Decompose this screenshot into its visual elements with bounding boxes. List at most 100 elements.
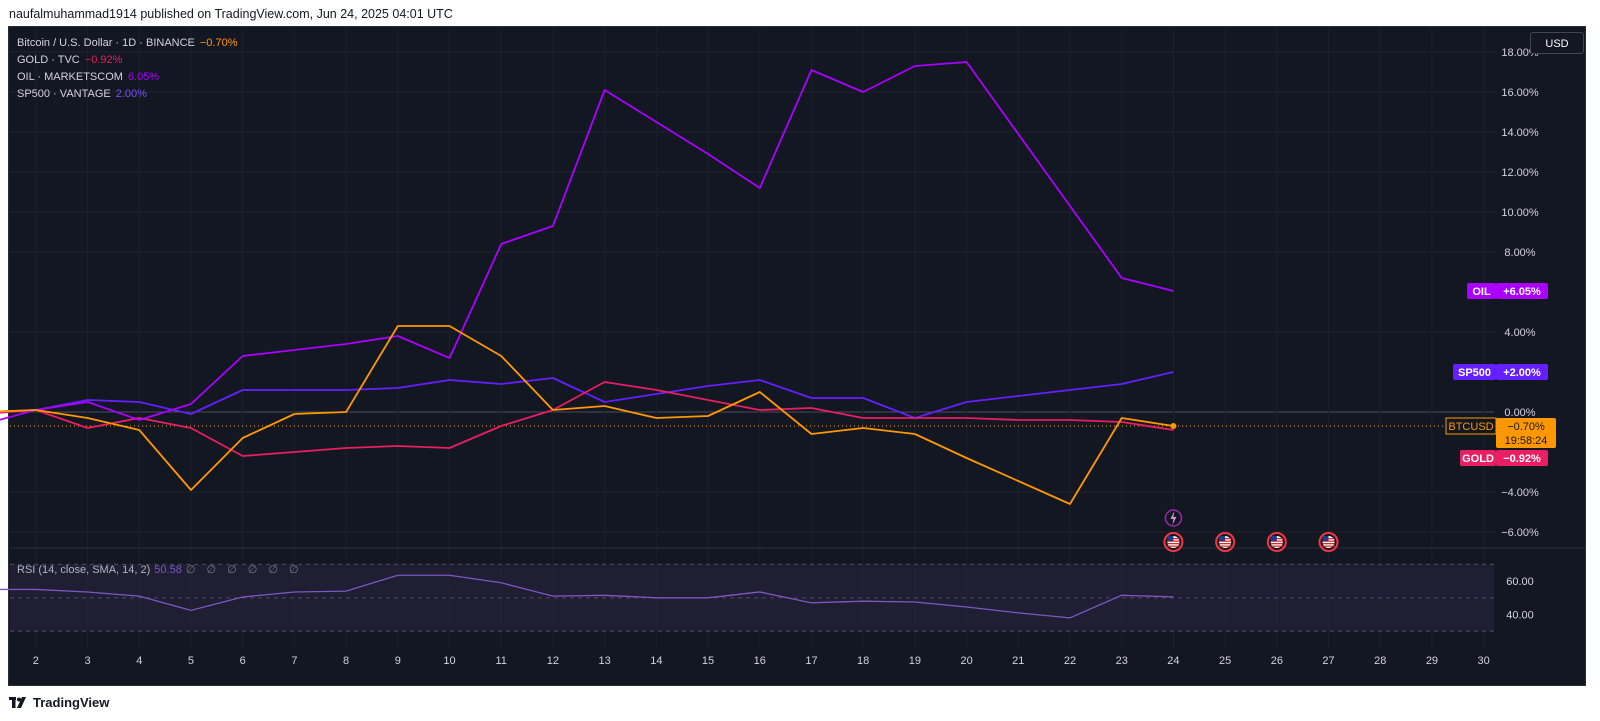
y-tick-label: 14.00% (1501, 127, 1539, 139)
rsi-band (10, 564, 1494, 632)
lightning-icon (1170, 511, 1177, 525)
x-tick-label: 21 (1012, 655, 1024, 667)
rsi-line (0, 574, 1174, 619)
x-tick-label: 22 (1064, 655, 1076, 667)
price-tag-value-box (1496, 283, 1548, 299)
tradingview-logo-text: TradingView (33, 695, 110, 710)
legend-oil[interactable]: OIL · MARKETSCOM 6.05% (17, 69, 238, 86)
y-tick-label: 10.00% (1501, 207, 1539, 219)
x-tick-label: 23 (1116, 655, 1128, 667)
x-tick-label: 9 (395, 655, 401, 667)
flag-stripe (1270, 545, 1283, 547)
flag-canton (1322, 536, 1329, 541)
rsi-legend[interactable]: RSI (14, close, SMA, 14, 2) 50.58 ∅ ∅ ∅ ∅ … (17, 563, 303, 576)
x-tick-label: 18 (857, 655, 869, 667)
x-tick-label: 20 (960, 655, 972, 667)
price-tags: OIL +6.05% SP500 +2.00% BTCUSD −0.70% 19:58:24… (1445, 283, 1556, 466)
event-icons (1163, 509, 1339, 552)
y-tick-label: 12.00% (1501, 167, 1539, 179)
legend-oil-label: OIL · MARKETSCOM (17, 71, 123, 83)
price-tag-oil: OIL +6.05% (1467, 283, 1548, 299)
x-tick-label: 24 (1167, 655, 1179, 667)
axis-labels: 18.00% 16.00% 14.00% 12.00% 10.00% 8.00% 4.00%… (33, 47, 1539, 667)
us-flag-event-icon (1215, 532, 1236, 552)
tradingview-logo[interactable]: TradingView (9, 695, 109, 710)
x-tick-label: 8 (343, 655, 349, 667)
published-info: naufalmuhammad1914 published on TradingV… (9, 7, 453, 21)
currency-button[interactable]: USD (1530, 32, 1584, 54)
price-tag-name: OIL (1472, 286, 1491, 298)
rsi-y-tick-label: 60.00 (1506, 576, 1534, 588)
flag-stripe (1270, 540, 1283, 542)
legend-gold[interactable]: GOLD · TVC −0.92% (17, 52, 238, 69)
price-tag-countdown: 19:58:24 (1505, 435, 1548, 447)
rsi-pane (0, 563, 1494, 632)
price-tag-value-box (1496, 364, 1548, 380)
legend-btc[interactable]: Bitcoin / U.S. Dollar · 1D · BINANCE −0.7… (17, 35, 238, 52)
price-tag-gold: GOLD −0.92% (1460, 450, 1548, 466)
y-tick-label: 8.00% (1504, 247, 1535, 259)
legend-sp500-change: 2.00% (115, 88, 147, 100)
series-line-gold (0, 381, 1174, 457)
series-line-oil (0, 61, 1174, 421)
legend-btc-label: Bitcoin / U.S. Dollar · 1D · BINANCE (17, 37, 195, 49)
flag-canton (1270, 536, 1277, 541)
legend-sp500[interactable]: SP500 · VANTAGE 2.00% (17, 86, 238, 103)
rsi-y-tick-label: 40.00 (1506, 610, 1534, 622)
legend-sp500-label: SP500 · VANTAGE (17, 88, 111, 100)
x-tick-label: 16 (754, 655, 766, 667)
x-tick-label: 11 (496, 655, 507, 667)
x-tick-label: 2 (33, 655, 39, 667)
flag-stripe (1219, 543, 1232, 545)
y-tick-label: 4.00% (1504, 327, 1535, 339)
legend-gold-label: GOLD · TVC (17, 54, 80, 66)
lightning-event-icon (1164, 509, 1183, 527)
price-tag-name-box (1460, 450, 1496, 466)
flag-stripe (1322, 543, 1335, 545)
y-tick-label: −6.00% (1501, 527, 1539, 539)
y-tick-label: 18.00% (1501, 47, 1539, 59)
series-line-sp500 (0, 371, 1174, 419)
price-tag-value: −0.92% (1503, 453, 1541, 465)
x-tick-label: 10 (443, 655, 455, 667)
flag-stripe (1270, 543, 1283, 545)
x-tick-label: 26 (1271, 655, 1283, 667)
y-tick-label: −4.00% (1501, 487, 1539, 499)
flag-stripe (1167, 540, 1180, 542)
price-tag-name: BTCUSD (1448, 421, 1493, 433)
us-flag-event-icon (1163, 532, 1184, 552)
legend-btc-change: −0.70% (199, 37, 238, 49)
price-tag-value-box (1496, 418, 1556, 448)
x-tick-label: 17 (805, 655, 817, 667)
price-tag-value: +2.00% (1503, 367, 1541, 379)
x-tick-label: 25 (1219, 655, 1231, 667)
x-tick-label: 13 (599, 655, 611, 667)
legend-gold-change: −0.92% (84, 54, 123, 66)
btc-last-point (1170, 423, 1177, 429)
flag-stripe (1219, 540, 1232, 542)
x-tick-label: 19 (909, 655, 921, 667)
x-tick-label: 4 (136, 655, 142, 667)
y-tick-label: 0.00% (1504, 407, 1535, 419)
price-tag-value: −0.70% (1507, 421, 1545, 433)
rsi-label: RSI (14, close, SMA, 14, 2) (17, 564, 151, 576)
flag-stripe (1219, 545, 1232, 547)
x-tick-label: 14 (650, 655, 662, 667)
flag-stripe (1322, 545, 1335, 547)
flag-canton (1219, 536, 1226, 541)
x-tick-label: 27 (1322, 655, 1334, 667)
price-tag-name: SP500 (1458, 367, 1491, 379)
series-line-btcusd (0, 325, 1174, 505)
x-tick-label: 3 (84, 655, 90, 667)
x-tick-label: 15 (702, 655, 714, 667)
x-tick-label: 7 (291, 655, 297, 667)
price-tag-sp500: SP500 +2.00% (1453, 364, 1548, 380)
flag-stripe (1322, 540, 1335, 542)
price-tag-name: GOLD (1462, 453, 1494, 465)
x-tick-label: 5 (188, 655, 194, 667)
rsi-value: 50.58 (154, 564, 182, 576)
grid-lines (10, 28, 1585, 648)
us-flag-event-icon (1266, 532, 1287, 552)
x-tick-label: 12 (547, 655, 559, 667)
